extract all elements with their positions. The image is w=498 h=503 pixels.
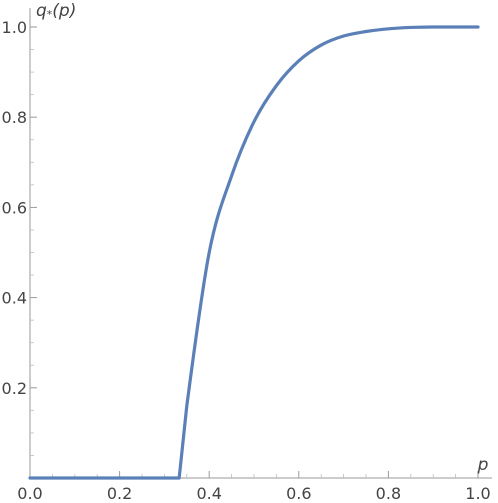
y-tick-label: 0.8 bbox=[2, 108, 27, 127]
tick-labels: 0.0 0.2 0.4 0.6 0.8 1.0 0.2 0.4 0.6 0.8 1.0 bbox=[2, 18, 491, 503]
x-tick-label: 0.8 bbox=[376, 484, 401, 503]
x-tick-label: 1.0 bbox=[465, 484, 490, 503]
ticks bbox=[29, 26, 479, 478]
x-tick-label: 0.6 bbox=[286, 484, 311, 503]
x-tick-label: 0.4 bbox=[196, 484, 221, 503]
x-tick-label: 0.2 bbox=[107, 484, 132, 503]
y-axis-label: q*(p) bbox=[36, 1, 76, 21]
axes bbox=[29, 8, 492, 479]
y-tick-label: 1.0 bbox=[2, 18, 27, 37]
y-tick-label: 0.4 bbox=[2, 289, 27, 308]
x-tick-label: 0.0 bbox=[17, 484, 42, 503]
y-tick-label: 0.2 bbox=[2, 379, 27, 398]
series-line bbox=[28, 25, 480, 480]
y-tick-label: 0.6 bbox=[2, 198, 27, 217]
x-axis-label: p bbox=[477, 455, 489, 475]
series-layer bbox=[28, 25, 480, 480]
